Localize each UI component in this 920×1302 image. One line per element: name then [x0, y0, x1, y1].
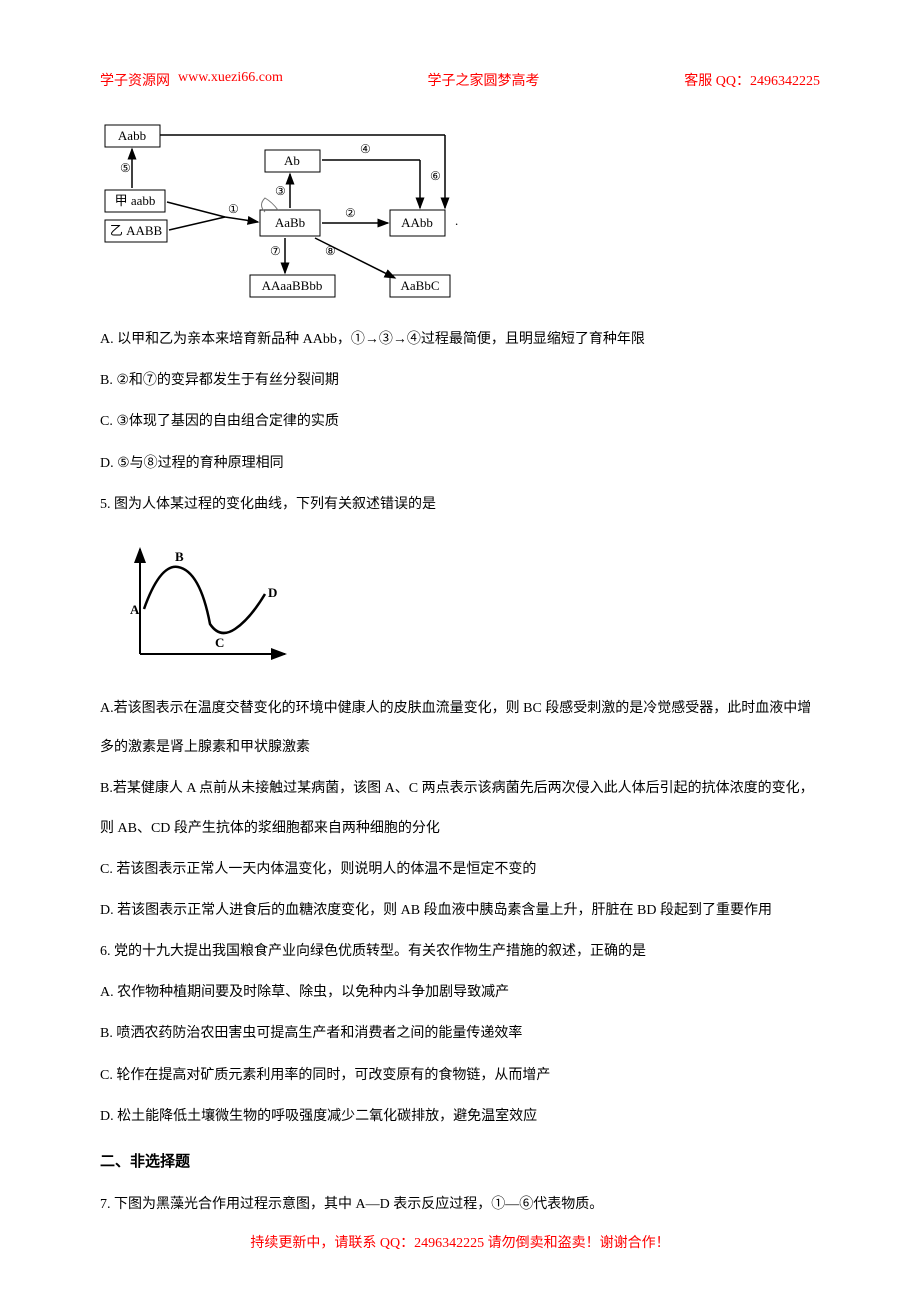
diagram1-svg: Aabb 甲 aabb 乙 AABB Ab AaBb AAbb AAaaBBbb… — [100, 120, 470, 300]
section-2-heading: 二、非选择题 — [100, 1141, 820, 1183]
circle-5: ⑤ — [120, 161, 131, 175]
header-slogan: 学子之家圆梦高考 — [428, 70, 540, 90]
q6-option-d: D. 松土能降低土壤微生物的呼吸强度减少二氧化碳排放，避免温室效应 — [100, 1097, 820, 1136]
box-aabb-upper: Aabb — [118, 128, 146, 143]
circle-2: ② — [345, 206, 356, 220]
box-aabb-center: AaBb — [275, 215, 305, 230]
q6-option-a: A. 农作物种植期间要及时除草、除虫，以免种内斗争加剧导致减产 — [100, 973, 820, 1012]
header-contact: 客服 QQ：2496342225 — [684, 70, 820, 90]
site-name: 学子资源网 — [100, 70, 170, 90]
breeding-diagram: Aabb 甲 aabb 乙 AABB Ab AaBb AAbb AAaaBBbb… — [100, 120, 820, 300]
q6-option-b: B. 喷洒农药防治农田害虫可提高生产者和消费者之间的能量传递效率 — [100, 1014, 820, 1053]
diagram2-svg: A B C D — [120, 539, 300, 669]
curve-diagram: A B C D — [120, 539, 820, 674]
box-yi: 乙 AABB — [110, 223, 163, 238]
curve-label-a: A — [130, 602, 140, 617]
q5-option-b: B.若某健康人 A 点前从未接触过某病菌，该图 A、C 两点表示该病菌先后两次侵… — [100, 769, 820, 847]
question-5: 5. 图为人体某过程的变化曲线，下列有关叙述错误的是 — [100, 485, 820, 524]
circle-3: ③ — [275, 184, 286, 198]
q4-option-d: D. ⑤与⑧过程的育种原理相同 — [100, 444, 820, 483]
box-aabb-right: AAbb — [401, 215, 433, 230]
curve-label-b: B — [175, 549, 184, 564]
page-header: 学子资源网 www.xuezi66.com 学子之家圆梦高考 客服 QQ：249… — [100, 70, 820, 90]
circle-4: ④ — [360, 142, 371, 156]
curve-label-d: D — [268, 585, 277, 600]
question-7: 7. 下图为黑藻光合作用过程示意图，其中 A—D 表示反应过程，①—⑥代表物质。 — [100, 1185, 820, 1224]
q5-option-d: D. 若该图表示正常人进食后的血糖浓度变化，则 AB 段血液中胰岛素含量上升，肝… — [100, 891, 820, 930]
circle-1: ① — [228, 202, 239, 216]
q4-option-b: B. ②和⑦的变异都发生于有丝分裂间期 — [100, 361, 820, 400]
box-jia: 甲 aabb — [115, 193, 156, 208]
header-left: 学子资源网 www.xuezi66.com — [100, 70, 283, 90]
q5-option-a: A.若该图表示在温度交替变化的环境中健康人的皮肤血流量变化，则 BC 段感受刺激… — [100, 689, 820, 767]
box-ab: Ab — [284, 153, 300, 168]
circle-8: ⑧ — [325, 244, 336, 258]
q4-option-c: C. ③体现了基因的自由组合定律的实质 — [100, 402, 820, 441]
svg-text:.: . — [455, 213, 458, 228]
circle-7: ⑦ — [270, 244, 281, 258]
q5-option-c: C. 若该图表示正常人一天内体温变化，则说明人的体温不是恒定不变的 — [100, 850, 820, 889]
page-footer: 持续更新中，请联系 QQ：2496342225 请勿倒卖和盗卖！谢谢合作！ — [0, 1232, 920, 1252]
question-6: 6. 党的十九大提出我国粮食产业向绿色优质转型。有关农作物生产措施的叙述，正确的… — [100, 932, 820, 971]
box-aaaabbbb: AAaaBBbb — [262, 278, 323, 293]
site-url: www.xuezi66.com — [178, 70, 283, 90]
box-aabbc: AaBbC — [401, 278, 440, 293]
q4-option-a: A. 以甲和乙为亲本来培育新品种 AAbb，①→③→④过程最简便，且明显缩短了育… — [100, 320, 820, 359]
curve-label-c: C — [215, 635, 224, 650]
q6-option-c: C. 轮作在提高对矿质元素利用率的同时，可改变原有的食物链，从而增产 — [100, 1056, 820, 1095]
circle-6: ⑥ — [430, 169, 441, 183]
